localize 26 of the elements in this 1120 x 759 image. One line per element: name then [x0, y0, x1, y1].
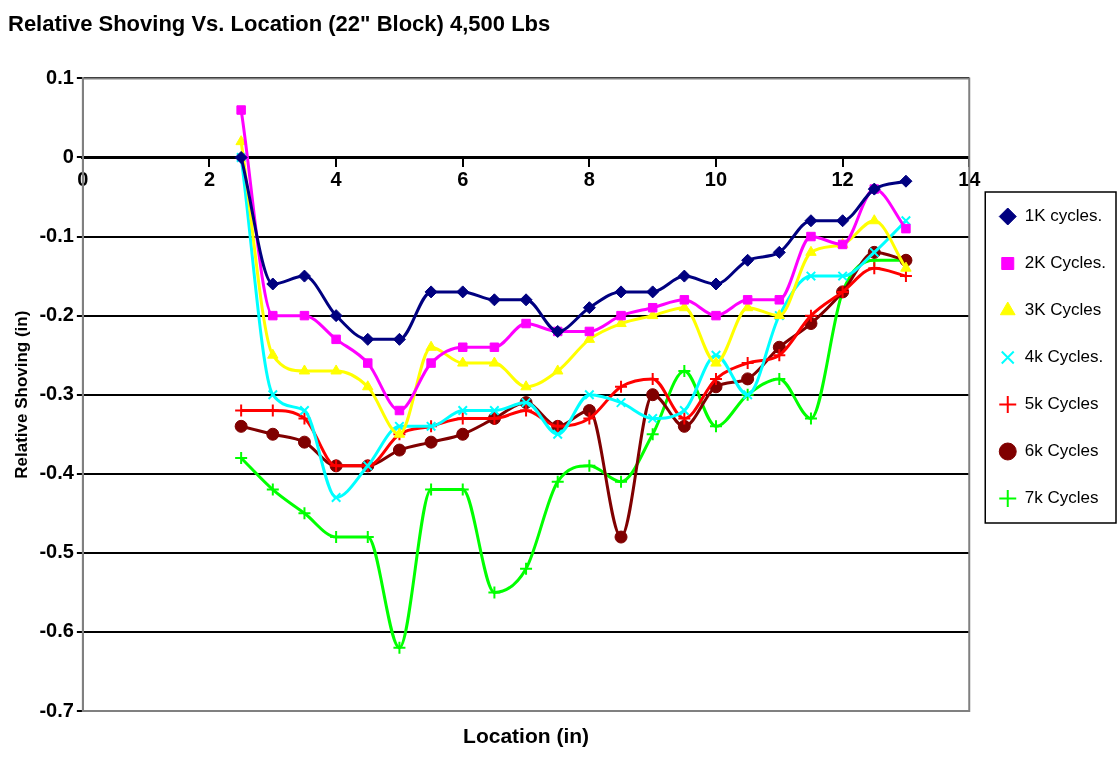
x-tick-label: 2	[203, 167, 216, 190]
chart-title: Relative Shoving Vs. Location (22" Block) 4,500 Lbs	[8, 11, 551, 37]
y-tick-label: -0.2	[39, 303, 74, 326]
y-tick-label: -0.3	[39, 382, 74, 405]
y-tick-label: -0.7	[39, 698, 74, 721]
x-tick-label: 6	[457, 167, 469, 190]
legend-label: 3K Cycles	[1024, 300, 1102, 320]
y-tick-label: 0.1	[46, 65, 74, 88]
legend-label: 1K cycles.	[1024, 206, 1103, 226]
x-axis-title: Location (in)	[463, 724, 590, 748]
x-tick-label: 14	[958, 167, 982, 190]
x-tick-label: 10	[704, 167, 728, 190]
legend-label: 6k Cycles	[1024, 441, 1099, 461]
y-tick-label: -0.1	[39, 224, 74, 247]
y-tick-label: 0	[62, 144, 74, 167]
legend-label: 7k Cycles	[1024, 488, 1099, 508]
y-tick-label: -0.4	[39, 461, 75, 484]
legend-label: 5k Cycles	[1024, 394, 1099, 414]
x-tick-label: 12	[831, 167, 854, 190]
y-tick-label: -0.6	[39, 619, 74, 642]
legend-label: 2K Cycles.	[1024, 253, 1106, 273]
legend-label: 4k Cycles.	[1024, 347, 1104, 367]
y-axis-title: Relative Shoving (in)	[11, 310, 31, 479]
y-tick-label: -0.5	[39, 540, 74, 563]
x-tick-label: 4	[330, 167, 343, 190]
x-tick-label: 8	[583, 167, 595, 190]
